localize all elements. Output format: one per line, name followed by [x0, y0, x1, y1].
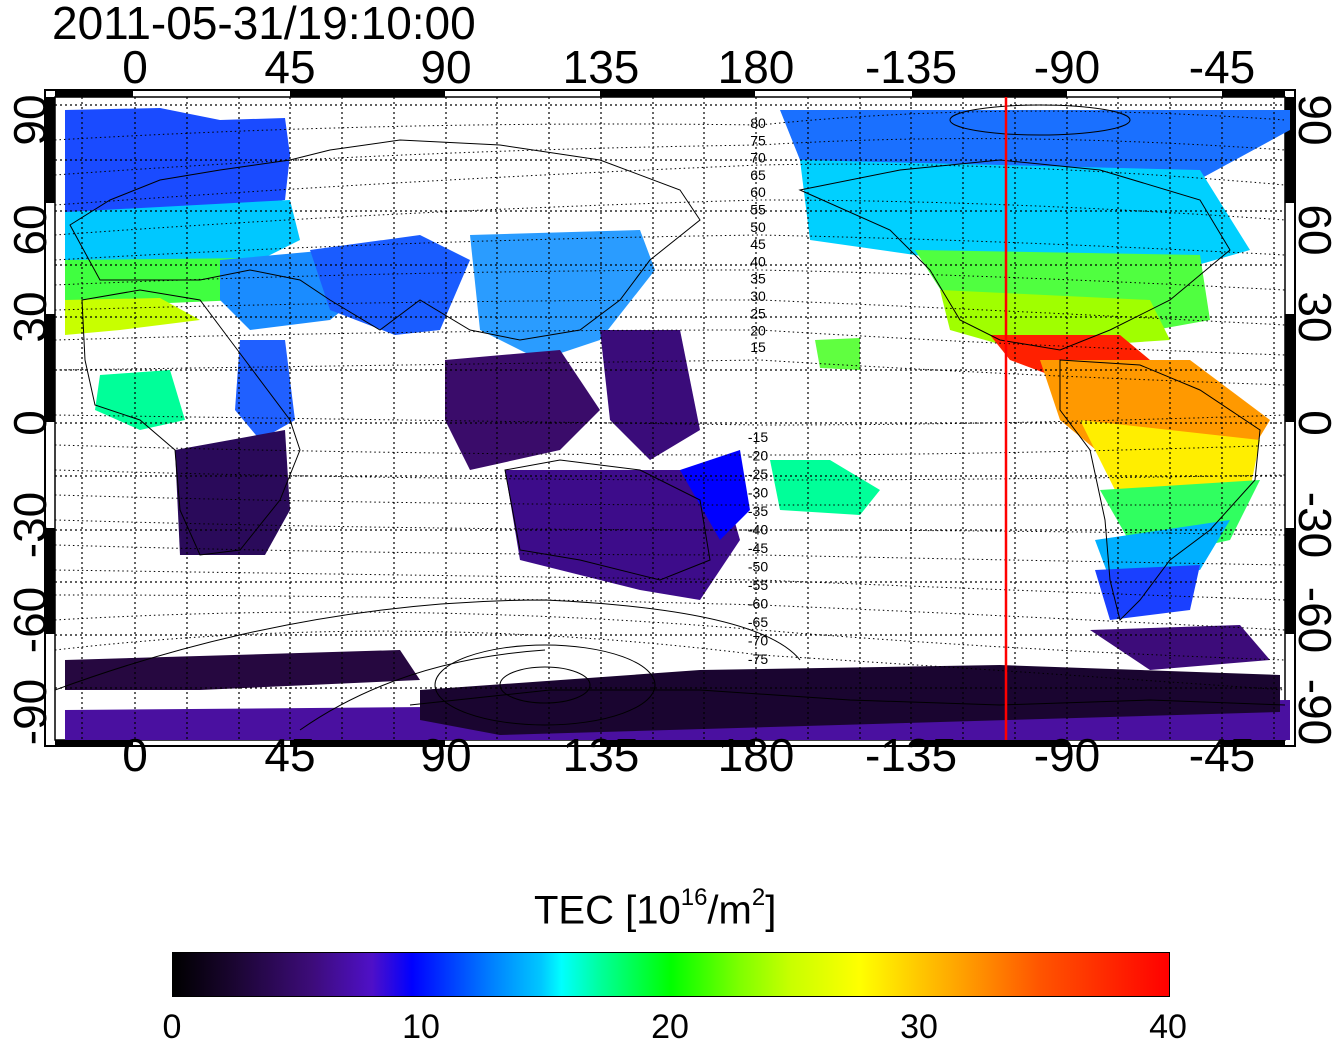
timestamp: 2011-05-31/19:10:00: [52, 0, 476, 49]
contour-value-label: -30: [748, 485, 768, 501]
contour-value-label: 80: [750, 115, 766, 131]
lat-left-label: 0: [4, 410, 56, 436]
tec-patch-s-america-s: [1095, 520, 1230, 580]
colorbar-gradient: [172, 952, 1170, 997]
colorbar-tick: 30: [900, 1008, 938, 1046]
tec-patch-s-ocean-sa: [1090, 625, 1270, 670]
contour-value-label: 45: [750, 236, 766, 252]
contour-value-label: -60: [748, 596, 768, 612]
lon-top-label: -45: [1188, 41, 1256, 93]
lat-left-label: -30: [4, 491, 56, 559]
tec-data-patches: [65, 108, 1290, 740]
contour-value-label: -25: [748, 466, 768, 482]
tec-patch-e-asia: [470, 230, 655, 360]
lon-top-label: 45: [264, 41, 316, 93]
lon-bottom-label: 90: [420, 729, 472, 781]
coastlines: [69, 139, 1286, 706]
colorbar-title-exp: 16: [680, 884, 708, 911]
tec-patch-c-asia: [310, 235, 470, 335]
colorbar-title-main: TEC [10: [534, 888, 681, 933]
contour-value-label: 75: [750, 132, 766, 148]
lon-bottom-label: 180: [717, 729, 795, 781]
lat-right-label: 60: [1289, 204, 1340, 256]
contour-value-label: -70: [748, 633, 768, 649]
lat-right-label: 90: [1289, 94, 1340, 146]
lon-top-label: 135: [562, 41, 640, 93]
contour-value-label: -45: [748, 540, 768, 556]
contour-value-label: -40: [748, 522, 768, 538]
contour-value-label: 50: [750, 219, 766, 235]
lon-bottom-label: -45: [1188, 729, 1256, 781]
lon-bottom-label: -90: [1033, 729, 1101, 781]
lon-top-label: 180: [717, 41, 795, 93]
lat-right-label: 30: [1289, 291, 1340, 343]
lon-bottom-label: 135: [562, 729, 640, 781]
lat-right-label: -30: [1289, 491, 1340, 559]
lat-left-label: 90: [4, 94, 56, 146]
contour-value-label: 40: [750, 253, 766, 269]
contour-value-label: -55: [748, 577, 768, 593]
tec-patch-canada: [800, 160, 1250, 270]
tec-patch-pacific-w: [600, 330, 700, 460]
contour-value-label: -50: [748, 559, 768, 575]
tec-patch-s-africa: [175, 430, 290, 555]
tec-patch-pacific-c: [770, 460, 880, 515]
lat-left-label: 60: [4, 204, 56, 256]
lon-top-label: 90: [420, 41, 472, 93]
contour-value-label: -15: [748, 429, 768, 445]
lon-top-label: 0: [122, 41, 148, 93]
contour-value-label: -65: [748, 614, 768, 630]
tec-patch-australia: [505, 470, 740, 600]
tec-patch-e-africa: [235, 340, 295, 440]
colorbar-tick: 0: [162, 1008, 182, 1046]
lat-right-label: 0: [1289, 410, 1340, 436]
contour-value-label: 15: [750, 339, 766, 355]
contour-value-label: 55: [750, 202, 766, 218]
tec-patch-europe-mid: [65, 200, 300, 270]
colorbar-title-unit: /m: [707, 888, 752, 933]
lon-top-label: -135: [864, 41, 958, 93]
contour-value-label: 35: [750, 271, 766, 287]
lat-left-label: -90: [4, 678, 56, 746]
graticule: [55, 97, 1285, 740]
lon-bottom-label: 45: [264, 729, 316, 781]
lat-left-label: -60: [4, 586, 56, 654]
tec-patch-w-africa: [95, 370, 185, 430]
lon-top-label: -90: [1033, 41, 1101, 93]
contour-value-label: 65: [750, 167, 766, 183]
magnetic-latitude-contours: [55, 110, 1286, 691]
contour-value-label: -20: [748, 448, 768, 464]
tec-patch-patagonia: [1095, 565, 1200, 620]
lon-bottom-label: 0: [122, 729, 148, 781]
tec-patch-europe-high: [65, 108, 290, 215]
contour-value-label: 25: [750, 305, 766, 321]
magnetic-pole-contours: [55, 104, 1131, 731]
tec-patch-pacific-sw: [680, 450, 750, 540]
contour-value-label: 30: [750, 288, 766, 304]
colorbar-title: TEC [1016/m2]: [534, 884, 777, 933]
colorbar-title-close: ]: [765, 888, 777, 933]
lat-left-label: 30: [4, 291, 56, 343]
contour-value-label: -75: [748, 651, 768, 667]
contour-value-label: 70: [750, 150, 766, 166]
colorbar-tick: 10: [402, 1008, 440, 1046]
contour-value-label: -35: [748, 503, 768, 519]
tec-patch-maritime-asia: [445, 350, 600, 470]
contour-value-label: 60: [750, 184, 766, 200]
colorbar-tick: 20: [651, 1008, 689, 1046]
tec-patch-s-america-eq: [1080, 420, 1260, 500]
tec-patch-s-ocean-w: [65, 650, 420, 690]
lon-bottom-label: -135: [864, 729, 958, 781]
lat-right-label: -90: [1289, 678, 1340, 746]
lat-right-label: -60: [1289, 586, 1340, 654]
frame-ticks: [45, 90, 1295, 747]
colorbar-tick: 40: [1149, 1008, 1187, 1046]
tec-patch-med: [65, 298, 200, 335]
contour-value-label: 20: [750, 323, 766, 339]
tec-patch-hawaii: [815, 338, 860, 370]
colorbar-title-unit-exp: 2: [751, 884, 766, 911]
